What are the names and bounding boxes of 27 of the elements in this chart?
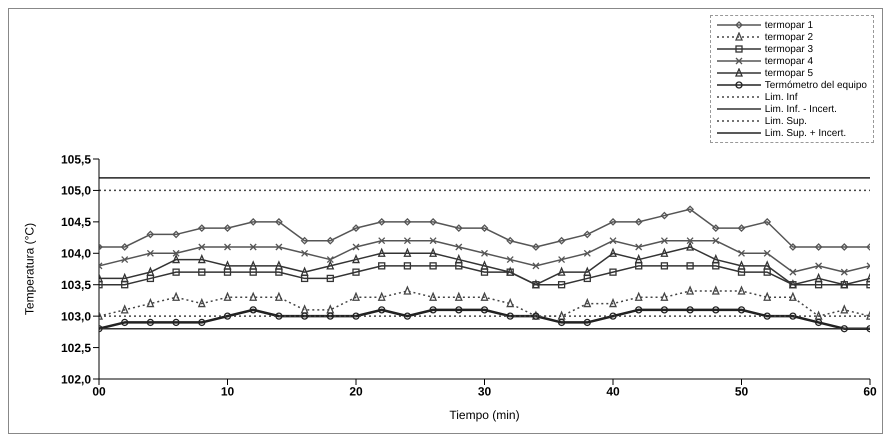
y-tick-label: 103,5 — [60, 278, 92, 292]
legend-label: termopar 3 — [764, 44, 814, 54]
y-tick-label: 103,0 — [60, 309, 92, 324]
x-tick-label: 60 — [863, 384, 877, 399]
y-tick-label: 104,0 — [60, 246, 92, 261]
legend-label: Termómetro del equipo — [764, 80, 867, 90]
legend-label: Lim. Inf. - Incert. — [764, 104, 837, 114]
y-tick-label: 105,5 — [60, 152, 92, 166]
legend-label: Lim. Sup. — [764, 116, 807, 126]
y-tick-label: 102,0 — [60, 372, 92, 386]
x-tick-label: 20 — [349, 384, 363, 399]
legend-label: termopar 4 — [764, 56, 814, 66]
legend-label: termopar 2 — [764, 32, 814, 42]
x-tick-label: 30 — [478, 384, 492, 399]
y-tick-label: 104,5 — [60, 215, 92, 230]
x-tick-label: 50 — [734, 384, 748, 399]
x-tick-label: 40 — [606, 384, 620, 399]
x-tick-label: 00 — [92, 384, 106, 399]
legend-label: termopar 5 — [764, 68, 814, 78]
y-tick-label: 102,5 — [60, 340, 92, 355]
legend-label: Lim. Inf — [764, 92, 798, 102]
legend-label: termopar 1 — [764, 20, 814, 30]
y-tick-label: 105,0 — [60, 184, 92, 198]
x-axis-title: Tiempo (min) — [449, 408, 520, 422]
legend-label: Lim. Sup. + Incert. — [764, 128, 846, 138]
y-axis-title: Temperatura (°C) — [22, 222, 36, 316]
x-tick-label: 10 — [220, 384, 234, 399]
